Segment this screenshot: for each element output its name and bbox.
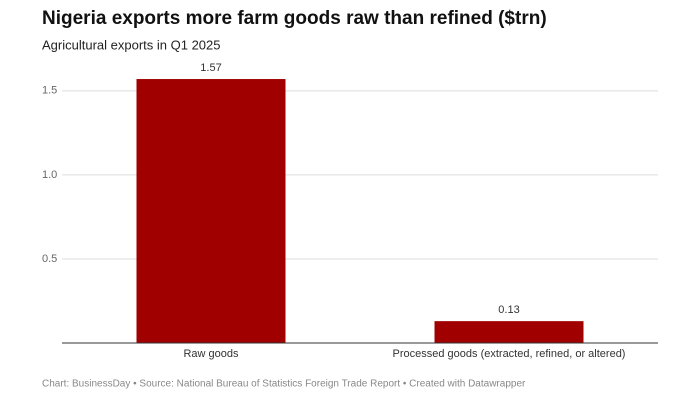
value-label: 0.13: [498, 304, 519, 316]
y-tick-label: 1.5: [42, 85, 57, 97]
chart-title: Nigeria exports more farm goods raw than…: [42, 8, 547, 29]
bar: [136, 79, 286, 343]
x-tick-label: Raw goods: [183, 348, 239, 360]
x-tick-label: Processed goods (extracted, refined, or …: [393, 348, 626, 360]
y-tick-label: 0.5: [42, 253, 57, 265]
source-note: Chart: BusinessDay • Source: National Bu…: [42, 379, 526, 390]
y-tick-label: 1.0: [42, 169, 57, 181]
bar: [434, 321, 584, 343]
chart-subtitle: Agricultural exports in Q1 2025: [42, 37, 220, 52]
value-label: 1.57: [200, 62, 221, 74]
